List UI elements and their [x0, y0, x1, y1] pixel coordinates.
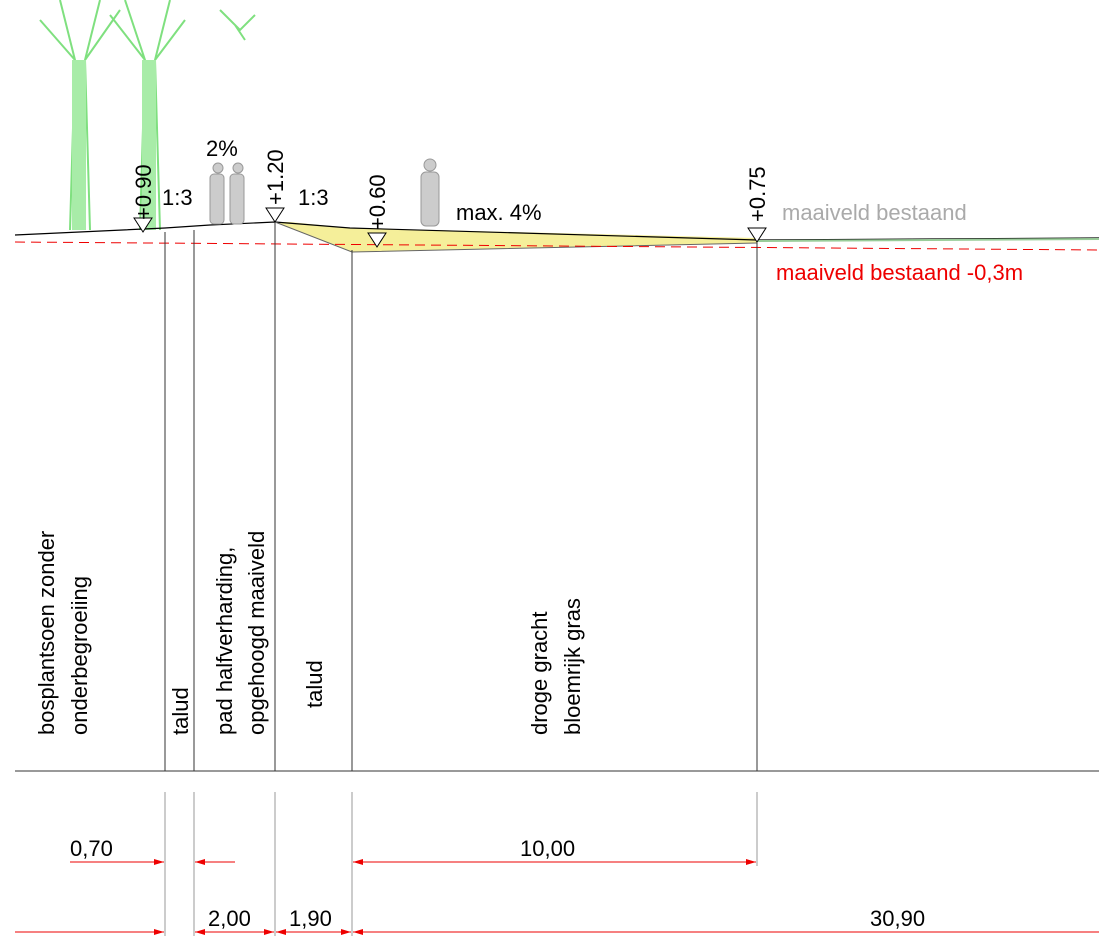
dimension-label: 0,70	[70, 836, 113, 861]
slope-label: 1:3	[162, 185, 193, 210]
dimension-label: 10,00	[520, 836, 575, 861]
zone-label: bloemrijk gras	[560, 598, 585, 735]
level-label: +1.20	[263, 149, 288, 205]
trees	[39, 0, 256, 231]
zone-label: talud	[168, 687, 193, 735]
people	[209, 158, 440, 227]
slope-label: 1:3	[298, 185, 329, 210]
ground-label: maaiveld bestaand	[782, 200, 967, 225]
dimension-label: 2,00	[208, 906, 251, 931]
level-label: +0.75	[745, 166, 770, 222]
section-lines	[15, 222, 1099, 936]
level-markers	[133, 207, 767, 248]
dimension-lines	[15, 859, 1099, 935]
zone-label: opgehoogd maaiveld	[244, 531, 269, 735]
zone-label: onderbegroeiing	[67, 576, 92, 735]
dimension-label: 30,90	[870, 906, 925, 931]
level-label: +0.90	[131, 164, 156, 220]
dimension-label: 1,90	[289, 906, 332, 931]
level-label: +0.60	[365, 174, 390, 230]
zone-label: pad halfverharding,	[212, 547, 237, 735]
zone-label: bosplantsoen zonder	[34, 531, 59, 735]
slope-label: max. 4%	[456, 200, 542, 225]
zone-label: droge gracht	[527, 611, 552, 735]
fill-areas	[275, 222, 757, 252]
slope-label: 2%	[206, 136, 238, 161]
ground-label: maaiveld bestaand -0,3m	[776, 260, 1023, 285]
lowered-ground	[14, 241, 1099, 251]
existing-ground	[756, 238, 1099, 242]
zone-label: talud	[302, 660, 327, 708]
